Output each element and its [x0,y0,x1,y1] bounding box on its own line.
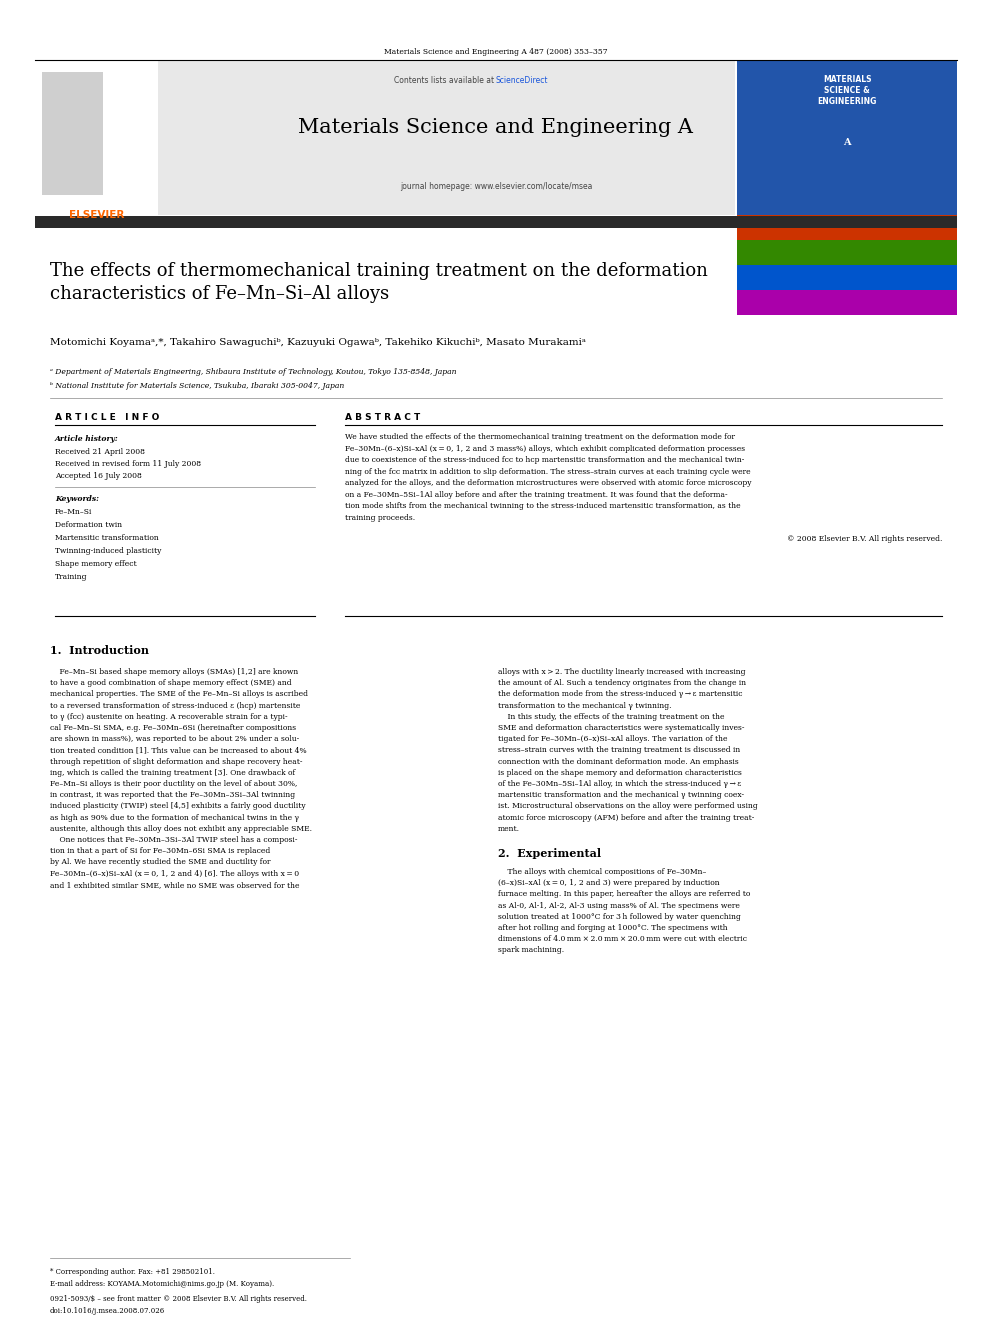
Bar [35,60,158,216]
Text: Fe–Mn–Si alloys is their poor ductility on the level of about 30%,: Fe–Mn–Si alloys is their poor ductility … [50,781,298,789]
Text: solution treated at 1000°C for 3 h followed by water quenching: solution treated at 1000°C for 3 h follo… [498,913,741,921]
Text: In this study, the effects of the training treatment on the: In this study, the effects of the traini… [498,713,724,721]
Text: alloys with x > 2. The ductility linearly increased with increasing: alloys with x > 2. The ductility linearl… [498,668,746,676]
Text: tion treated condition [1]. This value can be increased to about 4%: tion treated condition [1]. This value c… [50,746,307,754]
Text: mechanical properties. The SME of the Fe–Mn–Si alloys is ascribed: mechanical properties. The SME of the Fe… [50,691,308,699]
Text: the deformation mode from the stress-induced γ → ε martensitic: the deformation mode from the stress-ind… [498,691,742,699]
Text: * Corresponding author. Fax: +81 298502101.: * Corresponding author. Fax: +81 2985021… [50,1267,215,1275]
Text: 0921-5093/$ – see front matter © 2008 Elsevier B.V. All rights reserved.: 0921-5093/$ – see front matter © 2008 El… [50,1295,307,1303]
Text: atomic force microscopy (AFM) before and after the training treat-: atomic force microscopy (AFM) before and… [498,814,754,822]
Bar [158,60,735,216]
Text: Motomichi Koyamaᵃ,*, Takahiro Sawaguchiᵇ, Kazuyuki Ogawaᵇ, Takehiko Kikuchiᵇ, Ma: Motomichi Koyamaᵃ,*, Takahiro Sawaguchiᵇ… [50,337,586,347]
Text: dimensions of 4.0 mm × 2.0 mm × 20.0 mm were cut with electric: dimensions of 4.0 mm × 2.0 mm × 20.0 mm … [498,935,747,943]
Text: Received 21 April 2008: Received 21 April 2008 [55,448,145,456]
Text: Fe–30Mn–(6–x)Si–xAl (x = 0, 1, 2 and 4) [6]. The alloys with x = 0: Fe–30Mn–(6–x)Si–xAl (x = 0, 1, 2 and 4) … [50,869,300,877]
Text: are shown in mass%), was reported to be about 2% under a solu-: are shown in mass%), was reported to be … [50,736,300,744]
Text: and 1 exhibited similar SME, while no SME was observed for the: and 1 exhibited similar SME, while no SM… [50,881,300,889]
Text: A: A [843,138,851,147]
Text: ment.: ment. [498,824,520,832]
Text: A R T I C L E   I N F O: A R T I C L E I N F O [55,413,160,422]
Text: (6–x)Si–xAl (x = 0, 1, 2 and 3) were prepared by induction: (6–x)Si–xAl (x = 0, 1, 2 and 3) were pre… [498,880,719,888]
Text: in contrast, it was reported that the Fe–30Mn–3Si–3Al twinning: in contrast, it was reported that the Fe… [50,791,296,799]
Text: Deformation twin: Deformation twin [55,521,122,529]
Text: transformation to the mechanical γ twinning.: transformation to the mechanical γ twinn… [498,701,672,709]
Text: Keywords:: Keywords: [55,495,99,503]
Bar [737,239,957,265]
Text: tigated for Fe–30Mn–(6–x)Si–xAl alloys. The variation of the: tigated for Fe–30Mn–(6–x)Si–xAl alloys. … [498,736,727,744]
Text: The effects of thermomechanical training treatment on the deformation
characteri: The effects of thermomechanical training… [50,262,708,303]
Text: induced plasticity (TWIP) steel [4,5] exhibits a fairly good ductility: induced plasticity (TWIP) steel [4,5] ex… [50,803,306,811]
Text: ning of the fcc matrix in addition to slip deformation. The stress–strain curves: ning of the fcc matrix in addition to sl… [345,467,751,475]
Text: Martensitic transformation: Martensitic transformation [55,534,159,542]
Text: Contents lists available at: Contents lists available at [394,75,496,85]
Text: © 2008 Elsevier B.V. All rights reserved.: © 2008 Elsevier B.V. All rights reserved… [787,534,942,542]
Text: We have studied the effects of the thermomechanical training treatment on the de: We have studied the effects of the therm… [345,433,735,441]
Text: ᵇ National Institute for Materials Science, Tsukuba, Ibaraki 305-0047, Japan: ᵇ National Institute for Materials Scien… [50,382,344,390]
Text: training proceeds.: training proceeds. [345,513,415,521]
Bar [42,71,103,194]
Text: to a reversed transformation of stress-induced ε (hcp) martensite: to a reversed transformation of stress-i… [50,701,301,709]
Text: to γ (fcc) austenite on heating. A recoverable strain for a typi-: to γ (fcc) austenite on heating. A recov… [50,713,288,721]
Text: MATERIALS
SCIENCE &
ENGINEERING: MATERIALS SCIENCE & ENGINEERING [817,75,877,106]
Text: through repetition of slight deformation and shape recovery heat-: through repetition of slight deformation… [50,758,303,766]
Text: Fe–30Mn–(6–x)Si–xAl (x = 0, 1, 2 and 3 mass%) alloys, which exhibit complicated : Fe–30Mn–(6–x)Si–xAl (x = 0, 1, 2 and 3 m… [345,445,745,452]
Text: Training: Training [55,573,87,581]
Text: stress–strain curves with the training treatment is discussed in: stress–strain curves with the training t… [498,746,740,754]
Text: journal homepage: www.elsevier.com/locate/msea: journal homepage: www.elsevier.com/locat… [400,183,592,191]
Text: martensitic transformation and the mechanical γ twinning coex-: martensitic transformation and the mecha… [498,791,744,799]
Text: by Al. We have recently studied the SME and ductility for: by Al. We have recently studied the SME … [50,859,271,867]
Text: after hot rolling and forging at 1000°C. The specimens with: after hot rolling and forging at 1000°C.… [498,923,727,931]
Text: spark machining.: spark machining. [498,946,564,954]
Text: Materials Science and Engineering A: Materials Science and Engineering A [299,118,693,138]
Bar [737,60,957,216]
Text: due to coexistence of the stress-induced fcc to hcp martensitic transformation a: due to coexistence of the stress-induced… [345,456,744,464]
Text: 2.  Experimental: 2. Experimental [498,848,601,859]
Text: of the Fe–30Mn–5Si–1Al alloy, in which the stress-induced γ → ε: of the Fe–30Mn–5Si–1Al alloy, in which t… [498,781,741,789]
Text: ist. Microstructural observations on the alloy were performed using: ist. Microstructural observations on the… [498,803,758,811]
Text: austenite, although this alloy does not exhibit any appreciable SME.: austenite, although this alloy does not … [50,824,312,832]
Text: ELSEVIER: ELSEVIER [69,210,125,220]
Text: Materials Science and Engineering A 487 (2008) 353–357: Materials Science and Engineering A 487 … [384,48,608,56]
Text: to have a good combination of shape memory effect (SME) and: to have a good combination of shape memo… [50,679,292,687]
Text: is placed on the shape memory and deformation characteristics: is placed on the shape memory and deform… [498,769,742,777]
Text: E-mail address: KOYAMA.Motomichi@nims.go.jp (M. Koyama).: E-mail address: KOYAMA.Motomichi@nims.go… [50,1279,274,1289]
Text: Fe–Mn–Si: Fe–Mn–Si [55,508,92,516]
Text: the amount of Al. Such a tendency originates from the change in: the amount of Al. Such a tendency origin… [498,679,746,687]
Text: ᵃ Department of Materials Engineering, Shibaura Institute of Technology, Koutou,: ᵃ Department of Materials Engineering, S… [50,368,456,376]
Text: tion mode shifts from the mechanical twinning to the stress-induced martensitic : tion mode shifts from the mechanical twi… [345,501,741,509]
Text: SME and deformation characteristics were systematically inves-: SME and deformation characteristics were… [498,724,745,732]
Text: A B S T R A C T: A B S T R A C T [345,413,421,422]
Text: as high as 90% due to the formation of mechanical twins in the γ: as high as 90% due to the formation of m… [50,814,299,822]
Text: on a Fe–30Mn–5Si–1Al alloy before and after the training treatment. It was found: on a Fe–30Mn–5Si–1Al alloy before and af… [345,491,727,499]
Text: Twinning-induced plasticity: Twinning-induced plasticity [55,546,162,556]
Text: Received in revised form 11 July 2008: Received in revised form 11 July 2008 [55,460,201,468]
Text: Fe–Mn–Si based shape memory alloys (SMAs) [1,2] are known: Fe–Mn–Si based shape memory alloys (SMAs… [50,668,299,676]
Text: as Al-0, Al-1, Al-2, Al-3 using mass% of Al. The specimens were: as Al-0, Al-1, Al-2, Al-3 using mass% of… [498,901,740,910]
Text: 1.  Introduction: 1. Introduction [50,646,149,656]
Text: analyzed for the alloys, and the deformation microstructures were observed with : analyzed for the alloys, and the deforma… [345,479,752,487]
Text: connection with the dominant deformation mode. An emphasis: connection with the dominant deformation… [498,758,739,766]
Text: Accepted 16 July 2008: Accepted 16 July 2008 [55,472,142,480]
Text: doi:10.1016/j.msea.2008.07.026: doi:10.1016/j.msea.2008.07.026 [50,1307,166,1315]
Text: Shape memory effect: Shape memory effect [55,560,137,568]
Text: ScienceDirect: ScienceDirect [496,75,549,85]
Text: cal Fe–Mn–Si SMA, e.g. Fe–30Mn–6Si (hereinafter compositions: cal Fe–Mn–Si SMA, e.g. Fe–30Mn–6Si (here… [50,724,297,732]
Bar [737,290,957,315]
Bar [35,216,957,228]
Bar [737,265,957,290]
Text: One notices that Fe–30Mn–3Si–3Al TWIP steel has a composi-: One notices that Fe–30Mn–3Si–3Al TWIP st… [50,836,298,844]
Bar [737,216,957,239]
Text: ing, which is called the training treatment [3]. One drawback of: ing, which is called the training treatm… [50,769,296,777]
Text: tion in that a part of Si for Fe–30Mn–6Si SMA is replaced: tion in that a part of Si for Fe–30Mn–6S… [50,847,270,855]
Text: The alloys with chemical compositions of Fe–30Mn–: The alloys with chemical compositions of… [498,868,706,876]
Text: Article history:: Article history: [55,435,119,443]
Text: furnace melting. In this paper, hereafter the alloys are referred to: furnace melting. In this paper, hereafte… [498,890,750,898]
